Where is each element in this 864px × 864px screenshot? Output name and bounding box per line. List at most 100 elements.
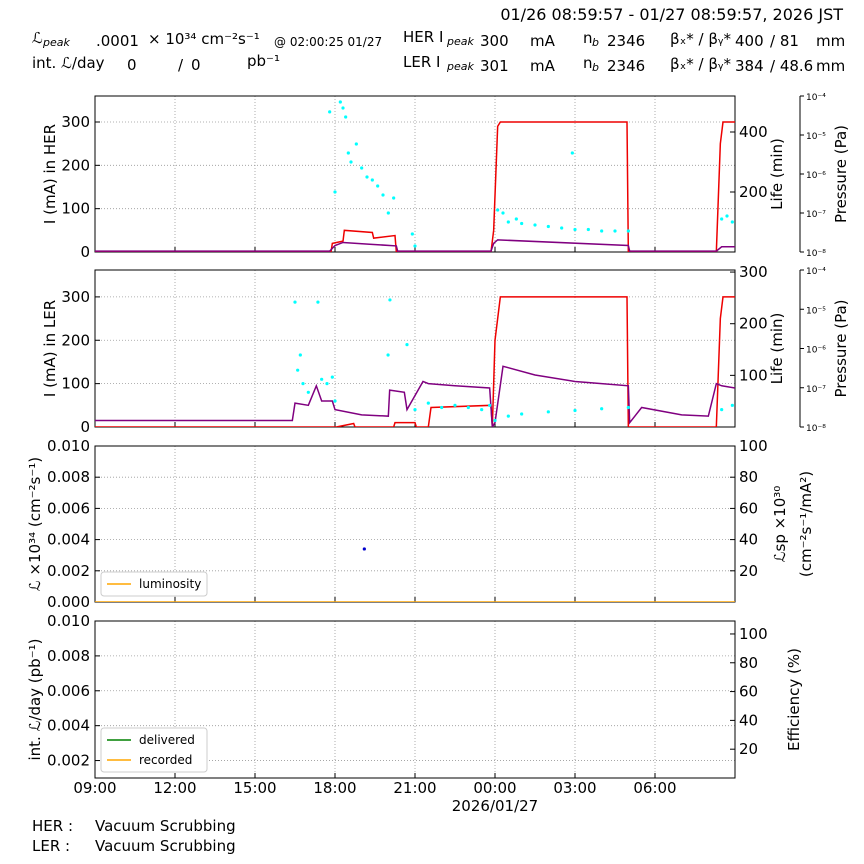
data-point bbox=[328, 110, 332, 114]
y2-tick-label: 40 bbox=[739, 711, 758, 729]
legend-label: delivered bbox=[139, 733, 195, 747]
series-group bbox=[95, 547, 735, 602]
y3-tick-label: 10⁻⁸ bbox=[806, 424, 826, 434]
x-tick-label: 21:00 bbox=[393, 779, 436, 797]
y3-tick-label: 10⁻⁵ bbox=[806, 306, 826, 316]
y3-tick-label: 10⁻⁸ bbox=[806, 249, 826, 259]
y-tick-label: 200 bbox=[61, 156, 90, 174]
data-point bbox=[298, 353, 302, 357]
data-point bbox=[570, 151, 574, 155]
y2-tick-label: 100 bbox=[739, 625, 768, 643]
y3-axis-label: Pressure (Pa) bbox=[832, 125, 850, 223]
y3-tick-label: 10⁻⁵ bbox=[806, 132, 826, 142]
data-point bbox=[453, 403, 457, 407]
data-point bbox=[386, 353, 390, 357]
y-tick-label: 0.006 bbox=[47, 682, 90, 700]
data-point bbox=[365, 175, 369, 179]
data-point bbox=[520, 221, 524, 226]
data-point bbox=[506, 220, 510, 224]
lum-peak-time: @ 02:00:25 01/27 bbox=[274, 35, 382, 49]
x-tick-label: 00:00 bbox=[473, 779, 516, 797]
data-point bbox=[466, 405, 470, 410]
her-label-sub: peak bbox=[446, 35, 474, 48]
ler-beta-label: βₓ* / βᵧ* bbox=[670, 55, 731, 73]
data-point bbox=[362, 547, 366, 551]
legend-box bbox=[100, 727, 208, 773]
ler-nb-sub: b bbox=[592, 61, 599, 74]
data-point bbox=[333, 399, 337, 403]
her-beta-x: 400 bbox=[735, 32, 764, 50]
x-tick-label: 12:00 bbox=[153, 779, 196, 797]
her-unit: mA bbox=[530, 32, 556, 50]
data-point bbox=[533, 223, 537, 227]
data-point bbox=[426, 401, 430, 405]
data-point bbox=[573, 227, 577, 232]
data-line bbox=[95, 296, 735, 427]
y3-tick-label: 10⁻⁴ bbox=[806, 93, 826, 103]
y3-tick-label: 10⁻⁷ bbox=[806, 210, 826, 220]
data-line bbox=[95, 239, 735, 252]
y-tick-label: 300 bbox=[61, 288, 90, 306]
lum-peak-unit: × 10³⁴ cm⁻²s⁻¹ bbox=[148, 30, 260, 48]
data-point bbox=[341, 106, 345, 110]
y-tick-label: 200 bbox=[61, 331, 90, 349]
ler-label: LER I bbox=[403, 53, 440, 71]
y-tick-label: 0 bbox=[80, 243, 90, 261]
y2-axis-label: ℒsp ×10³⁰ bbox=[771, 486, 789, 563]
y2-axis-label: Efficiency (%) bbox=[785, 648, 803, 751]
y-tick-label: 0.000 bbox=[47, 593, 90, 611]
data-point bbox=[546, 224, 550, 229]
data-point bbox=[306, 390, 310, 394]
data-point bbox=[330, 375, 334, 379]
y3-tick-label: 10⁻⁷ bbox=[806, 385, 826, 395]
y-tick-label: 0.010 bbox=[47, 612, 90, 630]
lum-peak-symbol: ℒ bbox=[32, 29, 43, 47]
y2-tick-label: 20 bbox=[739, 562, 758, 580]
y2-axis-label: (cm⁻²s⁻¹/mA²) bbox=[797, 471, 815, 577]
status-state: Vacuum Scrubbing bbox=[95, 817, 236, 835]
int-lum-value: 0 bbox=[127, 56, 137, 74]
legend-label: luminosity bbox=[139, 577, 201, 591]
y2-tick-label: 60 bbox=[739, 683, 758, 701]
ler-beta-y: / 48.6 bbox=[770, 57, 813, 75]
y3-tick-label: 10⁻⁶ bbox=[806, 171, 826, 181]
data-point bbox=[325, 382, 329, 386]
int-lum-value2: 0 bbox=[191, 56, 201, 74]
data-point bbox=[440, 405, 444, 410]
y2-tick-label: 40 bbox=[739, 531, 758, 549]
data-point bbox=[560, 226, 564, 230]
ler-label-sub: peak bbox=[446, 60, 474, 73]
series-group bbox=[95, 296, 735, 427]
data-point bbox=[386, 211, 390, 215]
data-point bbox=[730, 220, 734, 224]
y-tick-label: 0.006 bbox=[47, 499, 90, 517]
data-point bbox=[626, 405, 630, 410]
data-point bbox=[360, 166, 364, 170]
y-tick-label: 300 bbox=[61, 113, 90, 131]
y2-tick-label: 100 bbox=[739, 437, 768, 455]
ler-beta-unit: mm bbox=[816, 57, 845, 75]
ler-current: 301 bbox=[480, 57, 509, 75]
her-beta-unit: mm bbox=[816, 32, 845, 50]
data-point bbox=[349, 160, 353, 164]
y-tick-label: 0.008 bbox=[47, 647, 90, 665]
y3-tick-label: 10⁻⁴ bbox=[806, 267, 826, 277]
data-point bbox=[333, 190, 337, 194]
her-beta-y: / 81 bbox=[770, 32, 799, 50]
y2-tick-label: 200 bbox=[739, 315, 768, 333]
y2-tick-label: 300 bbox=[739, 263, 768, 281]
her-label: HER I bbox=[403, 28, 443, 46]
data-point bbox=[293, 300, 297, 304]
data-point bbox=[376, 184, 380, 188]
data-point bbox=[720, 408, 724, 412]
int-lum-sep: / bbox=[178, 56, 184, 74]
y-tick-label: 100 bbox=[61, 200, 90, 218]
data-point bbox=[520, 412, 524, 416]
data-point bbox=[480, 408, 484, 412]
data-point bbox=[496, 208, 500, 212]
ler-nb: 2346 bbox=[607, 57, 645, 75]
data-point bbox=[506, 414, 510, 418]
y2-tick-label: 100 bbox=[739, 366, 768, 384]
data-point bbox=[600, 229, 604, 233]
legend-label: recorded bbox=[139, 753, 192, 767]
